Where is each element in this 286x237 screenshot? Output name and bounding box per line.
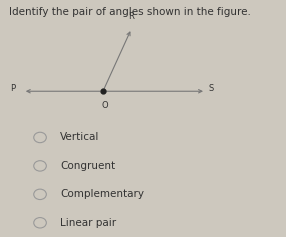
Text: P: P [11, 84, 16, 93]
Text: S: S [209, 84, 214, 93]
Text: Identify the pair of angles shown in the figure.: Identify the pair of angles shown in the… [9, 7, 251, 17]
Text: Complementary: Complementary [60, 189, 144, 199]
Text: Congruent: Congruent [60, 161, 115, 171]
Text: Vertical: Vertical [60, 132, 100, 142]
Text: O: O [101, 101, 108, 110]
Text: Linear pair: Linear pair [60, 218, 116, 228]
Text: R: R [129, 12, 134, 21]
